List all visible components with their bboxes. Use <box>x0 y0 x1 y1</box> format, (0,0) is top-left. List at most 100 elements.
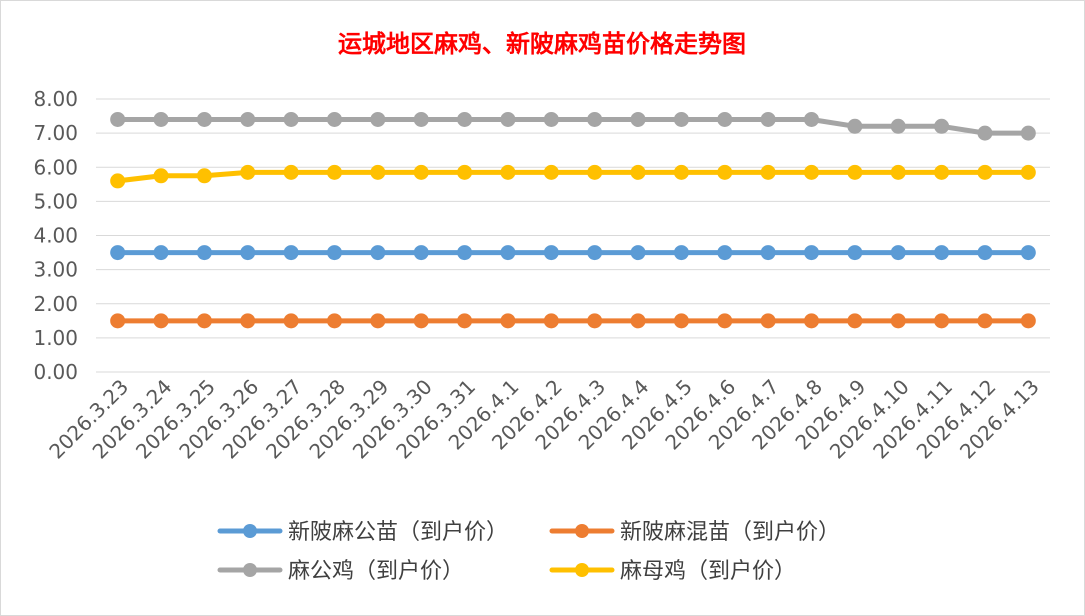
data-point <box>934 313 950 329</box>
data-point <box>370 111 386 127</box>
data-point <box>327 164 342 180</box>
data-point <box>630 313 646 329</box>
legend-marker <box>575 563 589 577</box>
data-point <box>847 164 863 180</box>
data-point <box>630 111 646 127</box>
data-point <box>543 164 559 180</box>
data-point <box>760 111 776 127</box>
data-point <box>153 168 169 184</box>
data-point <box>717 245 733 261</box>
data-point <box>500 111 516 127</box>
data-point <box>630 164 646 180</box>
data-point <box>153 111 169 127</box>
series-line <box>115 116 1031 136</box>
data-point <box>370 313 386 329</box>
series-layer <box>110 111 1036 329</box>
legend-marker <box>243 563 257 577</box>
gridlines <box>96 98 1050 373</box>
data-point <box>283 164 299 180</box>
data-point <box>890 245 906 261</box>
data-point <box>500 164 516 180</box>
y-tick-label: 5.00 <box>33 189 78 213</box>
data-point <box>587 313 603 329</box>
data-point <box>1020 245 1036 261</box>
y-tick-label: 7.00 <box>33 121 78 145</box>
data-point <box>977 245 993 261</box>
data-point <box>370 164 386 180</box>
data-point <box>587 245 603 261</box>
legend: 新陂麻公苗（到户价） 新陂麻混苗（到户价） 麻公鸡（到户价） 麻母鸡（到户价） <box>217 520 840 584</box>
data-point <box>717 111 733 127</box>
legend-label: 麻公鸡（到户价） <box>288 559 464 584</box>
data-point <box>630 245 646 261</box>
data-point <box>804 245 819 261</box>
data-point <box>457 111 473 127</box>
legend-entry: 麻母鸡（到户价） <box>549 559 796 584</box>
data-point <box>587 164 603 180</box>
data-point <box>240 111 256 127</box>
data-point <box>543 313 559 329</box>
data-point <box>934 164 950 180</box>
data-point <box>977 164 993 180</box>
data-point <box>370 245 386 261</box>
y-tick-label: 2.00 <box>33 292 78 316</box>
data-point <box>196 245 212 261</box>
data-point <box>804 111 819 127</box>
data-point <box>673 313 689 329</box>
data-point <box>847 118 863 134</box>
legend-label: 麻母鸡（到户价） <box>620 559 796 584</box>
data-point <box>804 313 819 329</box>
data-point <box>1020 313 1036 329</box>
data-point <box>977 125 993 141</box>
legend-entry: 新陂麻公苗（到户价） <box>217 520 508 545</box>
data-point <box>934 118 950 134</box>
legend-entry: 麻公鸡（到户价） <box>217 559 464 584</box>
y-tick-label: 0.00 <box>33 360 78 384</box>
legend-marker <box>575 524 589 538</box>
data-point <box>1020 125 1036 141</box>
data-point <box>890 313 906 329</box>
data-point <box>240 245 256 261</box>
data-point <box>240 164 256 180</box>
data-point <box>153 245 169 261</box>
data-point <box>327 245 342 261</box>
data-point <box>847 313 863 329</box>
data-point <box>760 164 776 180</box>
data-point <box>890 164 906 180</box>
data-point <box>543 111 559 127</box>
data-point <box>717 313 733 329</box>
series-line <box>115 169 1031 184</box>
legend-entry: 新陂麻混苗（到户价） <box>549 520 840 545</box>
data-point <box>587 111 603 127</box>
data-point <box>934 245 950 261</box>
data-point <box>196 313 212 329</box>
legend-label: 新陂麻公苗（到户价） <box>288 520 508 545</box>
data-point <box>110 111 126 127</box>
data-point <box>500 245 516 261</box>
data-point <box>413 245 429 261</box>
data-point <box>760 245 776 261</box>
data-point <box>327 111 342 127</box>
data-point <box>283 111 299 127</box>
data-point <box>240 313 256 329</box>
legend-label: 新陂麻混苗（到户价） <box>620 520 840 545</box>
y-tick-label: 8.00 <box>33 87 78 111</box>
data-point <box>890 118 906 134</box>
y-axis: 0.00 1.00 2.00 3.00 4.00 5.00 6.00 7.00 8.00 <box>33 87 78 384</box>
y-tick-label: 1.00 <box>33 326 78 350</box>
data-point <box>413 111 429 127</box>
data-point <box>413 313 429 329</box>
data-point <box>283 313 299 329</box>
chart-title: 运城地区麻鸡、新陂麻鸡苗价格走势图 <box>338 30 746 58</box>
data-point <box>977 313 993 329</box>
data-point <box>847 245 863 261</box>
data-point <box>153 313 169 329</box>
series-1 <box>110 245 1036 261</box>
data-point <box>673 111 689 127</box>
y-tick-label: 4.00 <box>33 224 78 248</box>
data-point <box>110 173 126 189</box>
data-point <box>413 164 429 180</box>
y-tick-label: 3.00 <box>33 258 78 282</box>
